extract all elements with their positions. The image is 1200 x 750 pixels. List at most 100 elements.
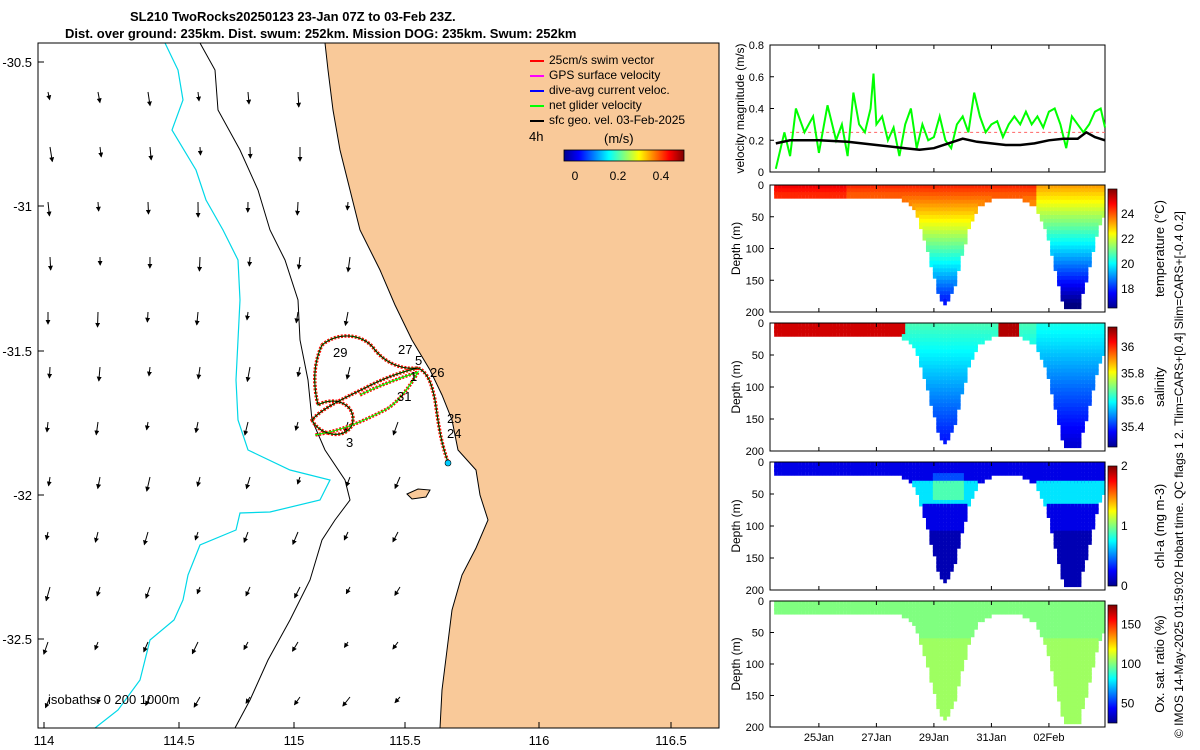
- colorbar-tick-label: 36: [1121, 340, 1135, 354]
- velocity-vector: [143, 531, 149, 546]
- time-tick-label: 31Jan: [976, 732, 1006, 744]
- velocity-ylabel: velocity magnitude (m/s): [733, 43, 747, 173]
- land: [325, 43, 719, 728]
- velocity-vector: [243, 641, 249, 651]
- day-label: 27: [398, 342, 412, 357]
- velocity-vector: [194, 311, 200, 326]
- velocity-vector: [96, 586, 101, 597]
- velocity-tick-label: 0.4: [749, 104, 764, 116]
- lat-tick-label: -30.5: [2, 55, 32, 70]
- colorbar-tick-label: 100: [1121, 657, 1141, 671]
- depth-tick-label: 150: [746, 414, 764, 426]
- section-colorbar: [1107, 326, 1118, 448]
- coastline: [324, 43, 489, 728]
- velocity-vector: [98, 146, 104, 158]
- velocity-vector: [148, 146, 154, 161]
- velocity-vector: [146, 366, 152, 377]
- velocity-vector: [94, 421, 100, 436]
- longitude-ticks: 114 114.5 115 115.5 116 116.5: [34, 722, 687, 748]
- velocity-vector: [342, 696, 351, 707]
- velocity-vector: [143, 641, 149, 653]
- velocity-vector: [44, 531, 50, 541]
- velocity-vector: [194, 531, 200, 541]
- velocity-vector: [196, 366, 202, 380]
- velocity-vector: [293, 696, 301, 706]
- depth-tick-label: 100: [746, 244, 764, 256]
- day-label: 5: [415, 353, 422, 368]
- lat-tick-label: -31: [13, 199, 32, 214]
- depth-tick-label: 200: [746, 722, 764, 734]
- velocity-vector: [144, 421, 150, 431]
- depth-tick-label: 100: [746, 521, 764, 533]
- depth-tick-label: 200: [746, 307, 764, 319]
- colorbar-tick-label: 0.2: [610, 169, 627, 183]
- velocity-vector: [296, 256, 302, 270]
- time-tick-label: 25Jan: [804, 732, 834, 744]
- lon-tick-label: 116.5: [655, 733, 687, 748]
- depth-tick-label: 50: [752, 212, 764, 224]
- lon-tick-label: 114: [34, 733, 55, 748]
- day-label: 1: [410, 369, 417, 384]
- lat-tick-label: -32: [13, 488, 32, 503]
- depth-ylabel: Depth (m): [729, 360, 743, 413]
- colorbar-label: Ox. sat. ratio (%): [1152, 615, 1167, 713]
- lon-tick-label: 115: [284, 733, 305, 748]
- lat-tick-label: -32.5: [2, 632, 32, 647]
- velocity-vector: [392, 531, 399, 543]
- velocity-vector: [343, 531, 349, 541]
- velocity-vector: [145, 476, 151, 492]
- velocity-vector: [245, 366, 251, 383]
- depth-tick-label: 0: [758, 318, 764, 330]
- day-label: 29: [333, 345, 347, 360]
- depth-tick-label: 0: [758, 457, 764, 469]
- lon-tick-label: 116: [529, 733, 550, 748]
- velocity-vector: [44, 421, 50, 433]
- colorbar-tick-label: 0: [572, 169, 579, 183]
- velocity-vector: [345, 586, 351, 595]
- isobath-1000: [94, 43, 331, 728]
- colorbar-tick-label: 22: [1121, 232, 1135, 246]
- colorbar-tick-label: 35.6: [1121, 393, 1145, 407]
- island: [406, 488, 431, 500]
- velocity-vector: [96, 696, 102, 705]
- lat-tick-label: -31.5: [2, 344, 32, 359]
- velocity-vector: [196, 91, 202, 102]
- velocity-vector: [245, 476, 251, 490]
- velocity-vector: [191, 641, 199, 655]
- velocity-vector: [392, 641, 399, 650]
- velocity-vector: [197, 146, 203, 156]
- velocity-vector: [296, 366, 302, 378]
- latitude-ticks: -30.5 -31 -31.5 -32 -32.5: [2, 55, 44, 647]
- legend-entry: net glider velocity: [549, 98, 642, 112]
- velocity-vector: [145, 586, 151, 599]
- depth-tick-label: 100: [746, 382, 764, 394]
- velocity-vector: [196, 476, 202, 487]
- velocity-vector: [145, 311, 151, 323]
- velocity-vector: [243, 421, 249, 436]
- colorbar-label: temperature (°C): [1152, 200, 1167, 297]
- velocity-vector: [194, 421, 200, 434]
- velocity-vector: [296, 91, 302, 108]
- day-label: 24: [447, 426, 461, 441]
- speed-colorbar-ticks: 0 0.2 0.4: [572, 169, 670, 183]
- velocity-vector: [246, 91, 252, 105]
- colorbar-unit: (m/s): [604, 131, 634, 146]
- velocity-vector: [394, 586, 401, 597]
- velocity-tick-label: 0.6: [749, 72, 764, 84]
- title-line-2: Dist. over ground: 235km. Dist. swum: 25…: [65, 26, 577, 41]
- time-tick-label: 29Jan: [919, 732, 949, 744]
- velocity-vector: [245, 311, 251, 321]
- velocity-vector: [243, 531, 249, 543]
- velocity-vector: [47, 256, 53, 271]
- velocity-vector: [392, 421, 399, 436]
- colorbar-tick-label: 150: [1121, 618, 1141, 632]
- velocity-vector: [394, 696, 401, 704]
- legend-entry: GPS surface velocity: [549, 68, 660, 82]
- depth-tick-label: 150: [746, 553, 764, 565]
- day-label: 31: [397, 389, 411, 404]
- colorbar-label: salinity: [1152, 367, 1167, 407]
- day-label: 25: [447, 411, 461, 426]
